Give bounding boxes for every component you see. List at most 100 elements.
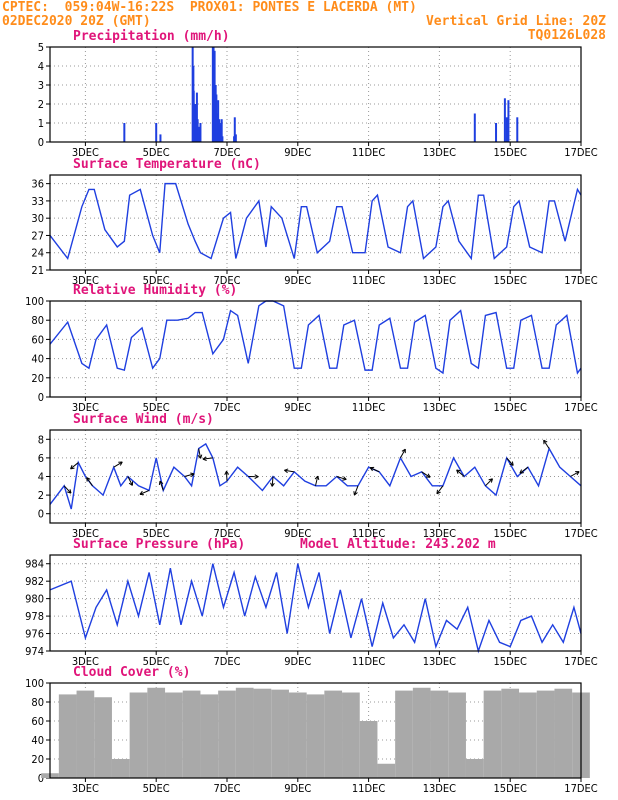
x-tick-label: 9DEC bbox=[284, 655, 311, 668]
panel-frame bbox=[49, 554, 582, 652]
wind-arrow-head bbox=[200, 454, 203, 459]
x-tick-label: 15DEC bbox=[494, 655, 527, 668]
x-tick-label: 7DEC bbox=[213, 782, 240, 795]
wind-arrow bbox=[127, 476, 133, 486]
wind-arrow-head bbox=[317, 475, 320, 481]
x-tick-label: 13DEC bbox=[423, 782, 456, 795]
wind-arrow-head bbox=[456, 469, 459, 474]
y-tick-label: 974 bbox=[25, 645, 44, 658]
wind-arrow-head bbox=[436, 491, 441, 495]
panel-frame bbox=[49, 174, 582, 271]
x-tick-label: 17DEC bbox=[564, 401, 597, 414]
panel-5: Cloud Cover (%) 0 20 40 60 80 100 3DEC 5DEC 7DEC 9… bbox=[25, 665, 598, 795]
x-tick-label: 11DEC bbox=[352, 782, 385, 795]
panel-title: Surface Pressure (hPa) bbox=[73, 537, 245, 552]
wind-arrow-head bbox=[254, 476, 259, 479]
x-tick-label: 11DEC bbox=[352, 527, 385, 540]
bar-mark bbox=[218, 123, 221, 142]
y-tick-label: 100 bbox=[25, 677, 44, 690]
x-tick-label: 11DEC bbox=[352, 146, 385, 159]
wind-arrow bbox=[198, 448, 202, 459]
bar-mark bbox=[218, 690, 236, 778]
wind-arrow bbox=[184, 473, 195, 477]
bar-mark bbox=[234, 134, 237, 142]
panel-0: Precipitation (mm/h) 0 1 2 3 4 5 3DEC 5DEC 7DEC 9D… bbox=[38, 29, 598, 159]
header-forecast-start: 02DEC2020 20Z (GMT) bbox=[2, 14, 151, 29]
x-tick-label: 9DEC bbox=[284, 146, 311, 159]
wind-arrow-head bbox=[270, 482, 273, 487]
bar-mark bbox=[288, 692, 307, 778]
panel-title: Precipitation (mm/h) bbox=[73, 29, 230, 44]
y-tick-label: 982 bbox=[25, 575, 44, 588]
x-tick-label: 17DEC bbox=[564, 274, 597, 287]
x-tick-label: 15DEC bbox=[494, 274, 527, 287]
bar-mark bbox=[199, 123, 202, 142]
wind-arrow-head bbox=[119, 461, 123, 466]
panel-frame bbox=[49, 429, 582, 524]
panel-frame bbox=[49, 300, 582, 398]
x-tick-label: 5DEC bbox=[143, 274, 170, 287]
x-tick-label: 5DEC bbox=[143, 401, 170, 414]
panel-2: Relative Humidity (%) 0 20 40 60 80 100 3DEC 5DE… bbox=[25, 283, 598, 414]
wind-arrow-head bbox=[543, 439, 548, 443]
wind-arrow-head bbox=[509, 463, 514, 466]
bar-mark bbox=[221, 136, 224, 142]
x-tick-label: 13DEC bbox=[423, 527, 456, 540]
bar-mark bbox=[505, 117, 508, 142]
bar-mark bbox=[200, 694, 219, 778]
bar-mark bbox=[76, 690, 95, 778]
y-tick-label: 4 bbox=[38, 471, 44, 484]
bar-mark bbox=[123, 123, 126, 142]
bar-mark bbox=[554, 688, 573, 778]
wind-arrow bbox=[436, 485, 444, 495]
bar-mark bbox=[212, 47, 215, 142]
y-tick-label: 2 bbox=[38, 489, 44, 502]
wind-arrow-head bbox=[224, 470, 227, 475]
wind-arrow-head bbox=[69, 489, 72, 494]
wind-arrow-head bbox=[271, 482, 275, 487]
wind-arrow bbox=[485, 478, 493, 487]
wind-arrow bbox=[139, 489, 150, 495]
bar-mark bbox=[324, 690, 343, 778]
x-tick-label: 17DEC bbox=[564, 527, 597, 540]
wind-arrow bbox=[113, 461, 123, 468]
y-tick-label: 60 bbox=[31, 333, 44, 346]
y-tick-label: 33 bbox=[31, 195, 44, 208]
y-tick-label: 21 bbox=[31, 264, 44, 277]
x-tick-label: 9DEC bbox=[284, 401, 311, 414]
panel-annotation: Model Altitude: 243.202 m bbox=[300, 537, 496, 552]
wind-arrow-head bbox=[202, 458, 207, 462]
panel-frame bbox=[49, 46, 582, 143]
bar-mark bbox=[412, 687, 431, 778]
panel-1: Surface Temperature (nC) 21 24 27 30 33 36 3DEC… bbox=[31, 157, 597, 287]
wind-arrow-head bbox=[427, 473, 431, 478]
x-tick-label: 7DEC bbox=[213, 146, 240, 159]
panel-title: Surface Temperature (nC) bbox=[73, 157, 261, 172]
bar-mark bbox=[159, 134, 162, 142]
wind-arrow-head bbox=[401, 448, 406, 452]
x-tick-label: 7DEC bbox=[213, 527, 240, 540]
wind-arrow-head bbox=[354, 492, 358, 496]
y-tick-label: 6 bbox=[38, 452, 44, 465]
bar-mark bbox=[465, 759, 484, 778]
y-tick-label: 40 bbox=[31, 734, 44, 747]
y-tick-label: 0 bbox=[38, 391, 44, 404]
header-line1: CPTEC: 059:04W-16:22S PROX01: PONTES E L… bbox=[2, 0, 417, 15]
wind-arrow-head bbox=[190, 473, 195, 478]
x-tick-label: 13DEC bbox=[423, 401, 456, 414]
wind-arrow-head bbox=[456, 469, 461, 472]
wind-arrow bbox=[271, 476, 274, 487]
bar-mark bbox=[359, 721, 378, 778]
wind-arrow-head bbox=[369, 467, 373, 472]
y-tick-label: 0 bbox=[38, 772, 44, 785]
x-tick-label: 11DEC bbox=[352, 274, 385, 287]
y-tick-label: 984 bbox=[25, 558, 44, 571]
wind-arrow-head bbox=[314, 475, 319, 480]
wind-arrow bbox=[519, 466, 529, 474]
wind-arrow-head bbox=[511, 461, 514, 466]
wind-arrow-head bbox=[67, 491, 72, 494]
bar-mark bbox=[501, 688, 520, 778]
bar-mark bbox=[503, 98, 506, 142]
y-tick-label: 36 bbox=[31, 178, 44, 191]
x-tick-label: 15DEC bbox=[494, 401, 527, 414]
